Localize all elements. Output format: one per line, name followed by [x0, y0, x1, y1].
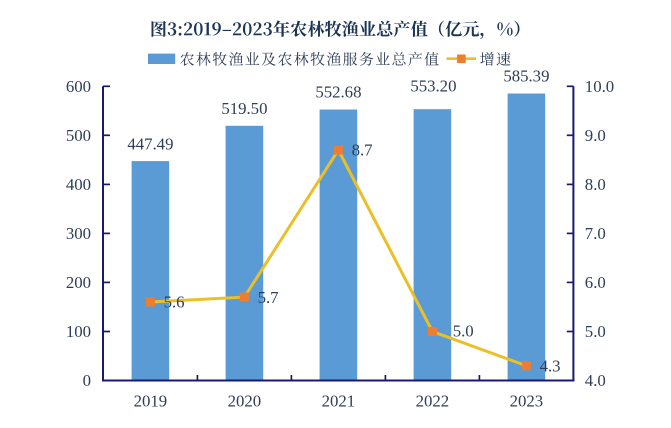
svg-text:7.0: 7.0 [585, 224, 606, 243]
svg-text:5.7: 5.7 [258, 288, 279, 307]
svg-text:400: 400 [66, 175, 91, 194]
svg-text:6.0: 6.0 [585, 273, 606, 292]
svg-text:585.39: 585.39 [503, 67, 549, 86]
svg-text:4.3: 4.3 [540, 357, 561, 376]
svg-text:447.49: 447.49 [127, 134, 173, 153]
svg-text:10.0: 10.0 [585, 77, 614, 96]
svg-text:5.6: 5.6 [164, 293, 185, 312]
svg-text:100: 100 [66, 322, 91, 341]
svg-text:8.7: 8.7 [352, 141, 373, 160]
svg-text:553.20: 553.20 [410, 76, 456, 95]
svg-text:552.68: 552.68 [315, 83, 361, 102]
svg-text:9.0: 9.0 [585, 126, 606, 145]
svg-text:5.0: 5.0 [585, 322, 606, 341]
svg-text:600: 600 [66, 77, 91, 96]
svg-text:2020: 2020 [228, 392, 262, 411]
svg-text:300: 300 [66, 224, 91, 243]
svg-text:519.50: 519.50 [221, 99, 267, 118]
svg-text:5.0: 5.0 [453, 321, 474, 340]
svg-text:0: 0 [83, 371, 91, 390]
svg-text:500: 500 [66, 126, 91, 145]
svg-text:2023: 2023 [510, 392, 544, 411]
svg-text:200: 200 [66, 273, 91, 292]
svg-text:8.0: 8.0 [585, 175, 606, 194]
svg-text:4.0: 4.0 [585, 371, 606, 390]
svg-text:2019: 2019 [134, 392, 168, 411]
svg-text:2022: 2022 [416, 392, 450, 411]
svg-text:2021: 2021 [322, 392, 356, 411]
